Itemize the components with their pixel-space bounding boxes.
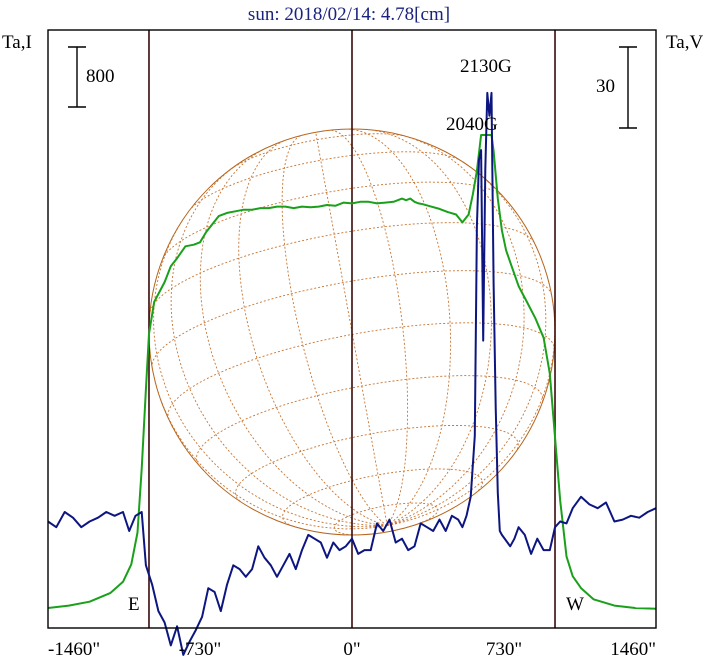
longitude-line — [238, 139, 388, 526]
longitude-line — [387, 160, 547, 526]
latitude-line — [161, 181, 505, 260]
latitude-line — [282, 468, 483, 527]
longitude-line — [315, 132, 388, 526]
x-tick-label: 1460" — [610, 639, 656, 660]
latitude-line — [196, 375, 544, 465]
right-scale-bar — [619, 46, 637, 129]
left-scale-bar — [68, 46, 86, 108]
annotation-2040g: 2040G — [446, 114, 498, 135]
right-scale-bar-label: 30 — [596, 76, 615, 97]
right-axis-label: Ta,V — [666, 32, 703, 53]
latitude-line — [151, 270, 553, 369]
longitude-line — [151, 368, 388, 530]
longitude-line — [153, 210, 388, 528]
latitude-line — [235, 425, 519, 502]
longitude-line — [199, 147, 388, 526]
longitude-line — [281, 134, 388, 526]
east-limb-label: E — [128, 594, 140, 615]
longitude-line — [346, 128, 452, 526]
longitude-line — [387, 295, 556, 526]
stokes-v-curve — [47, 91, 657, 656]
longitude-line — [329, 129, 409, 526]
x-tick-label: -1460" — [48, 639, 100, 660]
x-tick-label: 0" — [343, 639, 360, 660]
x-tick-label: -730" — [179, 639, 222, 660]
longitude-line — [387, 135, 525, 526]
latitude-line — [188, 151, 463, 212]
longitude-line — [170, 167, 388, 527]
west-limb-label: W — [566, 594, 584, 615]
latitude-line — [333, 502, 439, 536]
plot-frame — [47, 29, 657, 629]
chart-title: sun: 2018/02/14: 4.78[cm] — [248, 4, 450, 25]
x-tick-label: 730" — [486, 639, 522, 660]
left-scale-bar-label: 800 — [86, 66, 115, 87]
latitude-line — [302, 129, 330, 136]
plot-layer — [47, 29, 657, 656]
stokes-i-curve — [47, 134, 657, 610]
solar-disk-grid — [149, 128, 556, 536]
x-tick-labels: -1460" -730" 0" 730" 1460" — [48, 639, 656, 660]
annotation-2130g: 2130G — [460, 56, 512, 77]
left-axis-label: Ta,I — [2, 32, 32, 53]
